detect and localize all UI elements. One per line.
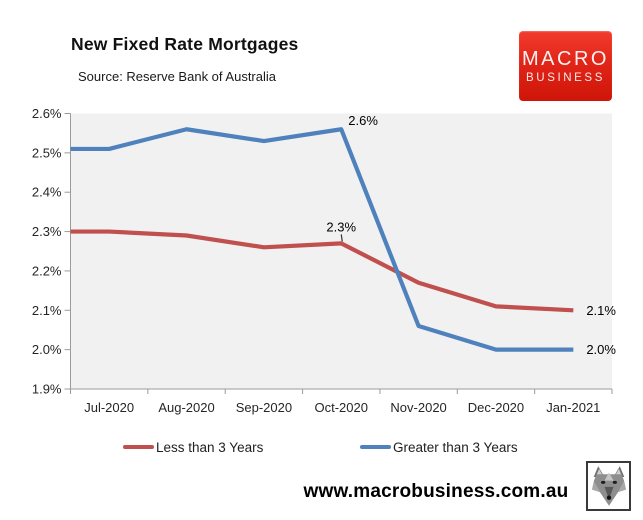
plot-area bbox=[70, 113, 612, 389]
y-tick-label: 2.6% bbox=[32, 106, 62, 121]
x-axis-label: Oct-2020 bbox=[315, 400, 368, 415]
series-line-less-than-3-years bbox=[70, 229, 574, 313]
series-line-greater-than-3-years bbox=[70, 127, 574, 352]
website-url: www.macrobusiness.com.au bbox=[303, 481, 569, 502]
chart-legend: Less than 3 Years Greater than 3 Years bbox=[0, 439, 643, 457]
data-label-2-1-: 2.1% bbox=[586, 303, 616, 318]
x-axis-label: Dec-2020 bbox=[468, 400, 524, 415]
legend-item-less-than-3-years: Less than 3 Years bbox=[123, 439, 263, 455]
wolf-logo-frame bbox=[586, 461, 631, 511]
legend-swatch-red bbox=[123, 444, 154, 450]
legend-item-greater-than-3-years: Greater than 3 Years bbox=[360, 439, 518, 455]
macrobusiness-logo: MACRO BUSINESS bbox=[519, 31, 612, 101]
y-tick-label: 2.3% bbox=[32, 224, 62, 239]
data-label-2-6-: 2.6% bbox=[348, 113, 378, 128]
x-axis-label: Jul-2020 bbox=[84, 400, 134, 415]
x-axis-label: Jan-2021 bbox=[546, 400, 600, 415]
y-tick-label: 2.4% bbox=[32, 185, 62, 200]
data-label-2-0-: 2.0% bbox=[586, 342, 616, 357]
logo-text-business: BUSINESS bbox=[526, 71, 605, 84]
x-axis-label: Sep-2020 bbox=[236, 400, 292, 415]
wolf-icon bbox=[591, 466, 626, 506]
y-tick-label: 2.5% bbox=[32, 145, 62, 160]
y-tick-label: 2.1% bbox=[32, 303, 62, 318]
logo-text-macro: MACRO bbox=[522, 47, 609, 70]
legend-label: Greater than 3 Years bbox=[393, 439, 518, 455]
chart-source: Source: Reserve Bank of Australia bbox=[78, 69, 276, 84]
mortgage-rate-chart: 2.6% 2.5% 2.4% 2.3% 2.2% 2.1% 2.0% 1.9% Jul-2020… bbox=[32, 106, 617, 415]
legend-swatch-blue bbox=[360, 444, 391, 450]
data-label-leader bbox=[340, 234, 343, 242]
y-tick-label: 2.2% bbox=[32, 263, 62, 278]
x-axis-label: Nov-2020 bbox=[390, 400, 446, 415]
legend-label: Less than 3 Years bbox=[156, 439, 264, 455]
y-tick-label: 2.0% bbox=[32, 342, 62, 357]
chart-title: New Fixed Rate Mortgages bbox=[71, 34, 299, 54]
data-label-2-3-: 2.3% bbox=[326, 219, 356, 234]
y-tick-label: 1.9% bbox=[32, 382, 62, 397]
x-axis-label: Aug-2020 bbox=[158, 400, 214, 415]
